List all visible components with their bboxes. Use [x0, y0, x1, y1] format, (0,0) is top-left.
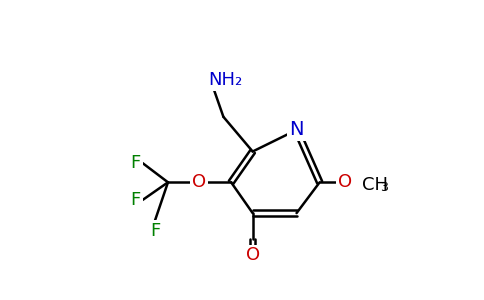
Text: O: O: [192, 173, 206, 191]
Text: F: F: [131, 191, 141, 209]
Text: 3: 3: [380, 181, 388, 194]
Text: O: O: [245, 247, 260, 265]
Text: CH: CH: [362, 176, 388, 194]
Text: O: O: [338, 173, 352, 191]
Text: N: N: [289, 120, 304, 140]
Text: F: F: [131, 154, 141, 172]
Text: F: F: [151, 222, 161, 240]
Text: NH₂: NH₂: [209, 71, 243, 89]
